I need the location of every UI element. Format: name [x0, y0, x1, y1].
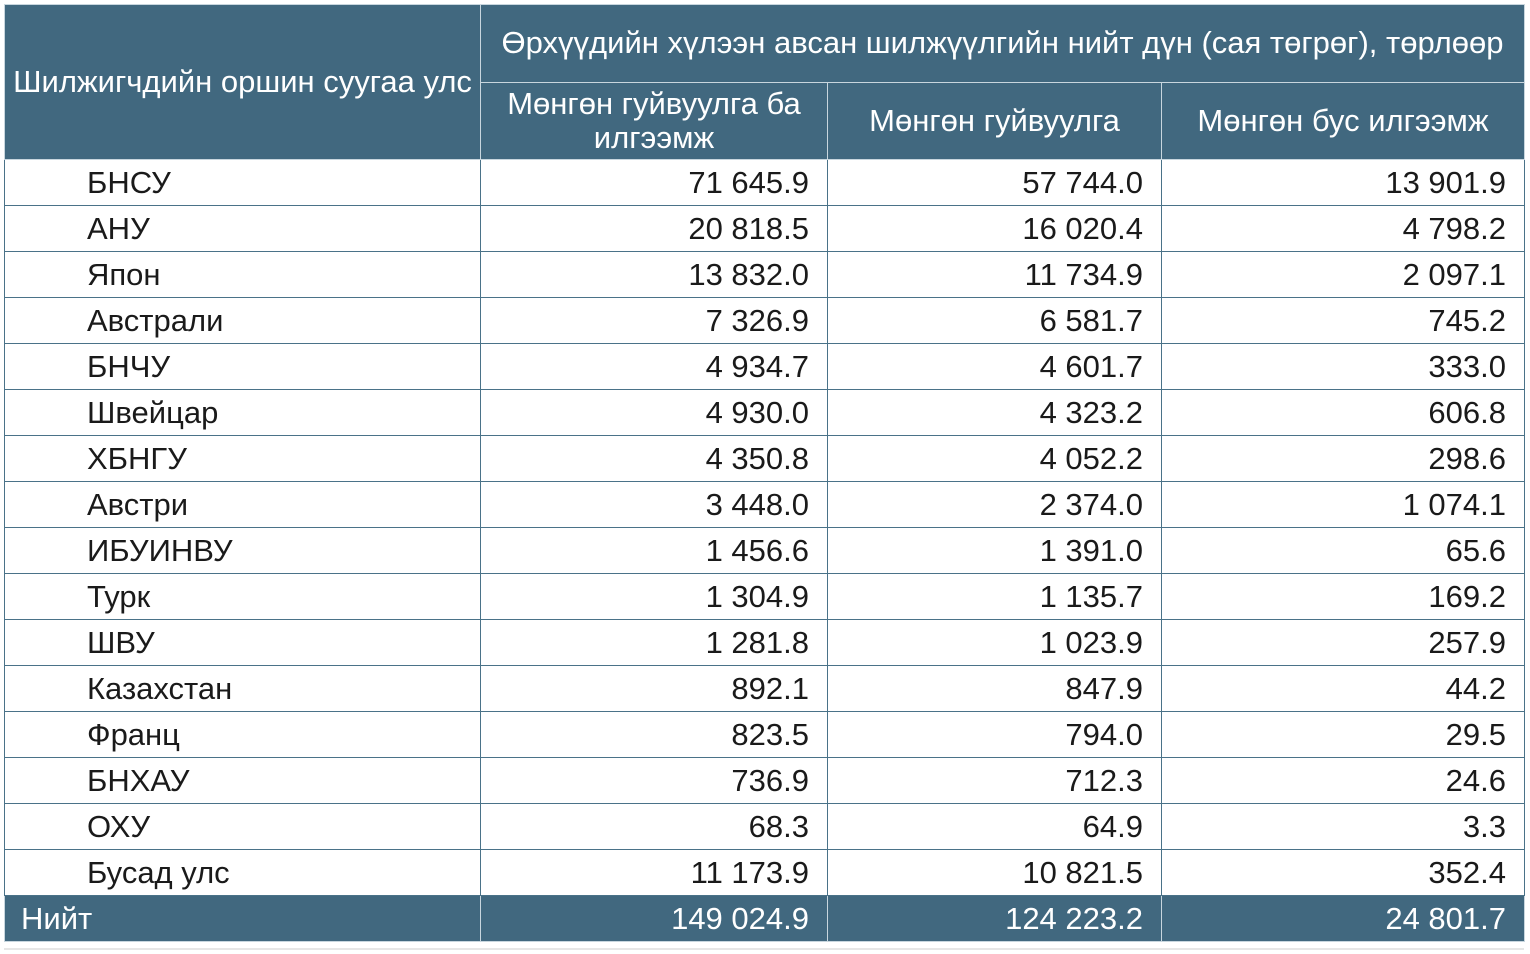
table-row: Франц 823.5 794.0 29.5: [4, 711, 1525, 758]
value-cell-money: 794.0: [827, 711, 1162, 758]
table-row: Казахстан 892.1 847.9 44.2: [4, 665, 1525, 712]
value-cell-total: 4 930.0: [480, 389, 828, 436]
value-cell-money: 4 052.2: [827, 435, 1162, 482]
value-cell-nonmoney: 2 097.1: [1161, 251, 1525, 298]
country-cell: Австрали: [4, 297, 481, 344]
value-cell-money: 1 391.0: [827, 527, 1162, 574]
value-cell-nonmoney: 1 074.1: [1161, 481, 1525, 528]
table-row: Австрали 7 326.9 6 581.7 745.2: [4, 297, 1525, 344]
total-cell-money: 124 223.2: [827, 895, 1162, 942]
value-cell-nonmoney: 745.2: [1161, 297, 1525, 344]
value-cell-nonmoney: 298.6: [1161, 435, 1525, 482]
value-cell-nonmoney: 333.0: [1161, 343, 1525, 390]
country-cell: Бусад улс: [4, 849, 481, 896]
value-cell-nonmoney: 3.3: [1161, 803, 1525, 850]
country-column-header: Шилжигчдийн оршин суугаа улс: [4, 4, 481, 160]
group-column-header: Өрхүүдийн хүлээн авсан шилжүүлгийн нийт …: [480, 4, 1525, 83]
value-cell-total: 892.1: [480, 665, 828, 712]
value-cell-nonmoney: 257.9: [1161, 619, 1525, 666]
value-cell-money: 712.3: [827, 757, 1162, 804]
value-cell-total: 823.5: [480, 711, 828, 758]
country-cell: ИБУИНВУ: [4, 527, 481, 574]
value-cell-money: 10 821.5: [827, 849, 1162, 896]
country-cell: БНХАУ: [4, 757, 481, 804]
table-row: ОХУ 68.3 64.9 3.3: [4, 803, 1525, 850]
column-header-nonmoney: Мөнгөн бус илгээмж: [1161, 81, 1525, 160]
remittance-table: Шилжигчдийн оршин суугаа улс Өрхүүдийн х…: [4, 4, 1525, 942]
table-row: АНУ 20 818.5 16 020.4 4 798.2: [4, 205, 1525, 252]
country-cell: АНУ: [4, 205, 481, 252]
value-cell-nonmoney: 4 798.2: [1161, 205, 1525, 252]
value-cell-money: 847.9: [827, 665, 1162, 712]
country-cell: Швейцар: [4, 389, 481, 436]
value-cell-money: 16 020.4: [827, 205, 1162, 252]
table-row: Бусад улс 11 173.9 10 821.5 352.4: [4, 849, 1525, 896]
value-cell-nonmoney: 29.5: [1161, 711, 1525, 758]
value-cell-total: 1 304.9: [480, 573, 828, 620]
country-cell: ХБНГУ: [4, 435, 481, 482]
table-row: Япон 13 832.0 11 734.9 2 097.1: [4, 251, 1525, 298]
table-row: ИБУИНВУ 1 456.6 1 391.0 65.6: [4, 527, 1525, 574]
country-cell: Япон: [4, 251, 481, 298]
value-cell-nonmoney: 13 901.9: [1161, 159, 1525, 206]
value-cell-nonmoney: 24.6: [1161, 757, 1525, 804]
table-row: БНЧУ 4 934.7 4 601.7 333.0: [4, 343, 1525, 390]
value-cell-money: 4 323.2: [827, 389, 1162, 436]
value-cell-total: 68.3: [480, 803, 828, 850]
table-row: ШВУ 1 281.8 1 023.9 257.9: [4, 619, 1525, 666]
country-cell: ШВУ: [4, 619, 481, 666]
value-cell-nonmoney: 169.2: [1161, 573, 1525, 620]
value-cell-total: 1 456.6: [480, 527, 828, 574]
value-cell-money: 64.9: [827, 803, 1162, 850]
table-body: БНСУ 71 645.9 57 744.0 13 901.9 АНУ 20 818.5 1…: [4, 159, 1525, 896]
country-cell: Казахстан: [4, 665, 481, 712]
value-cell-nonmoney: 352.4: [1161, 849, 1525, 896]
value-cell-nonmoney: 65.6: [1161, 527, 1525, 574]
value-cell-total: 13 832.0: [480, 251, 828, 298]
country-cell: Турк: [4, 573, 481, 620]
value-cell-total: 7 326.9: [480, 297, 828, 344]
value-cell-total: 11 173.9: [480, 849, 828, 896]
value-cell-total: 4 934.7: [480, 343, 828, 390]
value-cell-money: 2 374.0: [827, 481, 1162, 528]
value-cell-total: 71 645.9: [480, 159, 828, 206]
value-cell-total: 736.9: [480, 757, 828, 804]
total-label: Нийт: [4, 895, 481, 942]
column-header-money: Мөнгөн гуйвуулга: [827, 81, 1162, 160]
value-cell-nonmoney: 44.2: [1161, 665, 1525, 712]
value-cell-money: 6 581.7: [827, 297, 1162, 344]
table-header: Шилжигчдийн оршин суугаа улс Өрхүүдийн х…: [4, 4, 1525, 160]
table-row: ХБНГУ 4 350.8 4 052.2 298.6: [4, 435, 1525, 482]
total-row: Нийт 149 024.9 124 223.2 24 801.7: [4, 895, 1525, 942]
value-cell-total: 20 818.5: [480, 205, 828, 252]
country-cell: ОХУ: [4, 803, 481, 850]
total-cell-nonmoney: 24 801.7: [1161, 895, 1525, 942]
country-cell: Австри: [4, 481, 481, 528]
value-cell-money: 1 023.9: [827, 619, 1162, 666]
value-cell-money: 4 601.7: [827, 343, 1162, 390]
value-cell-total: 4 350.8: [480, 435, 828, 482]
country-cell: БНЧУ: [4, 343, 481, 390]
table-row: БНХАУ 736.9 712.3 24.6: [4, 757, 1525, 804]
value-cell-money: 1 135.7: [827, 573, 1162, 620]
total-cell-total: 149 024.9: [480, 895, 828, 942]
table-row: Турк 1 304.9 1 135.7 169.2: [4, 573, 1525, 620]
value-cell-total: 1 281.8: [480, 619, 828, 666]
value-cell-money: 11 734.9: [827, 251, 1162, 298]
table-row: Швейцар 4 930.0 4 323.2 606.8: [4, 389, 1525, 436]
country-cell: БНСУ: [4, 159, 481, 206]
table-row: Австри 3 448.0 2 374.0 1 074.1: [4, 481, 1525, 528]
value-cell-nonmoney: 606.8: [1161, 389, 1525, 436]
table-footer: Нийт 149 024.9 124 223.2 24 801.7: [4, 895, 1525, 942]
column-header-total: Мөнгөн гуйвуулга ба илгээмж: [480, 81, 828, 160]
value-cell-total: 3 448.0: [480, 481, 828, 528]
table-row: БНСУ 71 645.9 57 744.0 13 901.9: [4, 159, 1525, 206]
remittance-table-container: Шилжигчдийн оршин суугаа улс Өрхүүдийн х…: [4, 4, 1525, 942]
bottom-divider: [4, 948, 1524, 950]
value-cell-money: 57 744.0: [827, 159, 1162, 206]
country-cell: Франц: [4, 711, 481, 758]
